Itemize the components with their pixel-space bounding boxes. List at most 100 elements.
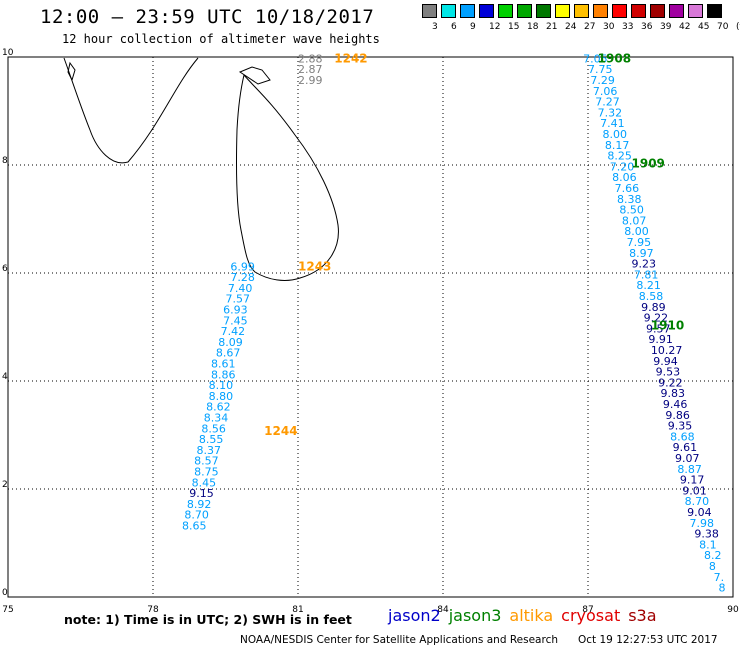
swh-value: 8.45 <box>192 476 217 489</box>
scale-label: 70 <box>717 22 729 32</box>
swh-value: 7.05 <box>583 52 608 65</box>
pass-time-label: 1242 <box>334 51 367 65</box>
swh-value: 8.92 <box>187 498 212 511</box>
scale-swatch <box>441 4 456 18</box>
swh-value: 9.38 <box>694 528 719 541</box>
swh-value: 8.61 <box>211 358 236 371</box>
swh-value: 9.61 <box>673 441 698 454</box>
swh-value: 7. <box>714 571 725 584</box>
swh-value: 8.50 <box>619 204 644 217</box>
swh-value: 7.20 <box>610 160 635 173</box>
scale-label: 24 <box>565 22 577 32</box>
scale-label: 6 <box>451 22 457 32</box>
swh-value: 8.06 <box>612 171 637 184</box>
scale-label: 33 <box>622 22 634 32</box>
scale-swatch <box>574 4 589 18</box>
swh-value: 8.57 <box>194 455 219 468</box>
swh-value: 8.55 <box>199 433 224 446</box>
swh-value: 9.91 <box>648 333 673 346</box>
swh-value: 7.40 <box>228 282 253 295</box>
swh-value: 9.83 <box>661 387 686 400</box>
y-tick-label: 2 <box>2 480 8 490</box>
footnote: note: 1) Time is in UTC; 2) SWH is in fe… <box>64 612 352 627</box>
scale-label: 15 <box>508 22 520 32</box>
swh-value: 8.10 <box>209 379 234 392</box>
swh-value: 8.17 <box>605 139 630 152</box>
scale-swatch <box>688 4 703 18</box>
scale-swatch <box>631 4 646 18</box>
altimeter-tracks: 2.882.872.99 6.997.287.407.576.937.457.42… <box>182 52 726 594</box>
swh-value: 9.86 <box>665 409 690 422</box>
swh-value: 2.88 <box>298 52 323 65</box>
y-tick-label: 4 <box>2 372 8 382</box>
satellite-altika: altika <box>509 606 554 625</box>
swh-value: 8.97 <box>629 247 654 260</box>
swh-value: 8.2 <box>704 549 722 562</box>
scale-label: (ft) <box>736 22 740 32</box>
x-tick-label: 84 <box>437 605 449 615</box>
swh-value: 9.17 <box>680 474 705 487</box>
sri-lanka-outline <box>235 73 339 281</box>
altika-north: 2.882.872.99 <box>298 52 323 87</box>
swh-value: 9.35 <box>668 420 693 433</box>
y-tick-label: 8 <box>2 156 8 166</box>
swh-value: 6.99 <box>230 260 255 273</box>
satellite-jason3: jason3 <box>448 606 502 625</box>
swh-value: 8.65 <box>182 520 207 533</box>
pass-time-label: 1908 <box>598 51 631 65</box>
swh-value: 6.93 <box>223 304 248 317</box>
x-tick-label: 78 <box>147 605 159 615</box>
pass-time-label: 1910 <box>651 319 684 333</box>
y-tick-label: 6 <box>2 264 8 274</box>
x-tick-label: 75 <box>2 605 13 615</box>
jason3-track: 7.057.757.297.067.277.327.418.008.178.25… <box>583 52 725 594</box>
swh-value: 8.86 <box>211 368 236 381</box>
swh-value: 9.22 <box>658 376 683 389</box>
scale-label: 12 <box>489 22 501 32</box>
swh-value: 10.27 <box>651 344 683 357</box>
map-subtitle: 12 hour collection of altimeter wave hei… <box>62 32 380 46</box>
satellite-legend: jason2 jason3 altika cryosat s3a <box>388 606 665 625</box>
swh-value: 8.07 <box>622 214 647 227</box>
scale-label: 27 <box>584 22 596 32</box>
credit-line: NOAA/NESDIS Center for Satellite Applica… <box>240 634 558 646</box>
scale-swatch <box>498 4 513 18</box>
swh-value: 7.75 <box>588 63 613 76</box>
scale-swatch <box>650 4 665 18</box>
generated-timestamp: Oct 19 12:27:53 UTC 2017 <box>578 634 718 646</box>
swh-value: 8.21 <box>636 279 661 292</box>
swh-value: 8.67 <box>216 347 241 360</box>
scale-swatch <box>593 4 608 18</box>
swh-value: 8.87 <box>677 463 702 476</box>
swh-value: 7.57 <box>226 293 251 306</box>
scale-swatch <box>669 4 684 18</box>
swh-value: 8.70 <box>184 509 209 522</box>
scale-swatch <box>707 4 722 18</box>
swh-value: 7.27 <box>595 96 620 109</box>
swh-value: 9.57 <box>646 322 671 335</box>
scale-label: 9 <box>470 22 476 32</box>
jaffna-peninsula <box>238 66 271 85</box>
swh-value: 8.25 <box>607 150 632 163</box>
swh-value: 8.1 <box>699 538 717 551</box>
swh-value: 7.28 <box>230 271 255 284</box>
scale-label: 45 <box>698 22 710 32</box>
swh-value: 8.80 <box>209 390 234 403</box>
swh-value: 9.89 <box>641 301 666 314</box>
swh-value: 8 <box>709 560 716 573</box>
swh-value: 7.32 <box>598 106 623 119</box>
swh-value: 2.87 <box>298 63 323 76</box>
swh-value: 8 <box>719 582 726 595</box>
pass-time-label: 1244 <box>264 424 297 438</box>
swh-value: 8.58 <box>639 290 664 303</box>
swh-value: 9.94 <box>653 355 678 368</box>
swh-value: 9.04 <box>687 506 712 519</box>
x-tick-label: 90 <box>727 605 739 615</box>
swh-value: 9.15 <box>189 487 214 500</box>
sri-lanka-coastline <box>63 57 339 281</box>
axis-tick-labels: 75 78 81 84 87 90 0 2 4 6 8 10 <box>2 48 739 615</box>
swh-value: 9.53 <box>656 366 681 379</box>
swh-value: 7.06 <box>593 85 618 98</box>
swh-value: 8.00 <box>624 225 649 238</box>
